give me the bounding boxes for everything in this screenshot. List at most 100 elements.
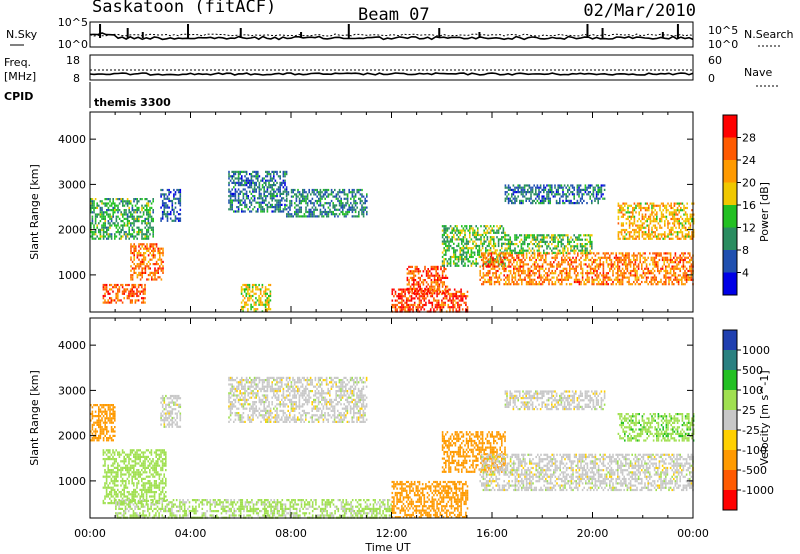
heatmap-cell xyxy=(147,274,150,277)
heatmap-cell xyxy=(118,286,121,289)
heatmap-cell xyxy=(332,204,334,207)
heatmap-cell xyxy=(469,233,471,237)
heatmap-cell xyxy=(407,297,410,300)
heatmap-cell xyxy=(511,280,513,284)
heatmap-cell xyxy=(449,238,452,241)
heatmap-cell xyxy=(285,188,288,191)
heatmap-cell xyxy=(489,238,492,241)
heatmap-cell xyxy=(503,263,505,266)
heatmap-cell xyxy=(565,197,567,200)
heatmap-cell xyxy=(244,203,246,206)
heatmap-cell xyxy=(229,199,232,202)
heatmap-cell xyxy=(157,276,159,279)
heatmap-cell xyxy=(138,254,140,257)
heatmap-cell xyxy=(660,211,663,214)
heatmap-cell xyxy=(408,292,410,295)
heatmap-cell xyxy=(520,245,523,248)
heatmap-cell xyxy=(559,283,561,286)
heatmap-cell xyxy=(650,280,653,284)
heatmap-cell xyxy=(117,283,119,287)
heatmap-cell xyxy=(625,228,628,232)
heatmap-cell xyxy=(535,280,537,284)
heatmap-cell xyxy=(101,200,103,203)
heatmap-cell xyxy=(618,267,621,270)
heatmap-cell xyxy=(269,283,272,287)
heatmap-cell xyxy=(594,269,597,273)
heatmap-cell xyxy=(437,265,439,268)
heatmap-cell xyxy=(625,254,627,257)
heatmap-cell xyxy=(528,191,531,194)
heatmap-cell xyxy=(691,220,693,223)
heatmap-cell xyxy=(106,209,108,212)
heatmap-cell xyxy=(609,263,611,266)
heatmap-cell xyxy=(449,240,452,243)
heatmap-cell xyxy=(364,199,366,203)
heatmap-cell xyxy=(688,220,690,223)
heatmap-cell xyxy=(519,269,521,273)
heatmap-cell xyxy=(681,209,684,212)
heatmap-cell xyxy=(552,247,555,250)
heatmap-cell xyxy=(689,237,692,240)
heatmap-cell xyxy=(157,271,159,274)
heatmap-cell xyxy=(318,193,320,196)
heatmap-cell xyxy=(442,303,445,307)
heatmap-cell xyxy=(531,236,534,239)
heatmap-cell xyxy=(247,181,249,184)
heatmap-cell xyxy=(620,222,623,225)
heatmap-cell xyxy=(546,272,549,275)
heatmap-cell xyxy=(330,199,333,203)
heatmap-cell xyxy=(110,237,113,240)
heatmap-cell xyxy=(146,198,148,201)
heatmap-cell xyxy=(497,244,500,248)
heatmap-cell xyxy=(486,231,489,234)
heatmap-cell xyxy=(276,199,278,202)
heatmap-cell xyxy=(146,228,148,231)
heatmap-cell xyxy=(634,272,637,275)
heatmap-cell xyxy=(552,234,555,237)
heatmap-cell xyxy=(519,261,521,264)
heatmap-cell xyxy=(473,240,476,243)
heatmap-cell xyxy=(90,211,92,214)
heatmap-cell xyxy=(617,231,620,234)
heatmap-cell xyxy=(449,292,451,296)
heatmap-cell xyxy=(96,437,98,440)
heatmap-cell xyxy=(669,261,672,264)
heatmap-cell xyxy=(411,270,413,273)
heatmap-cell xyxy=(91,222,94,225)
heatmap-cell xyxy=(599,188,601,191)
heatmap-cell xyxy=(557,184,559,187)
heatmap-cell xyxy=(284,203,286,206)
heatmap-cell xyxy=(577,272,579,275)
heatmap-cell xyxy=(286,197,288,200)
heatmap-cell xyxy=(531,186,534,189)
heatmap-cell xyxy=(310,215,312,218)
heatmap-cell xyxy=(535,236,537,239)
heatmap-cell xyxy=(120,299,122,302)
heatmap-cell xyxy=(155,263,158,266)
heatmap-cell xyxy=(337,215,339,218)
heatmap-cell xyxy=(622,209,624,212)
heatmap-cell xyxy=(541,280,544,284)
heatmap-cell xyxy=(298,197,301,200)
heatmap-cell xyxy=(273,170,275,173)
heatmap-cell xyxy=(618,265,621,268)
heatmap-cell xyxy=(581,274,584,277)
heatmap-cell xyxy=(144,297,146,300)
heatmap-cell xyxy=(668,237,671,240)
heatmap-cell xyxy=(263,192,265,195)
heatmap-cell xyxy=(257,177,259,180)
heatmap-cell xyxy=(274,203,277,206)
heatmap-cell xyxy=(136,237,138,240)
heatmap-cell xyxy=(330,188,333,192)
heatmap-cell xyxy=(682,267,685,270)
heatmap-cell xyxy=(133,198,135,201)
heatmap-cell xyxy=(131,278,134,281)
heatmap-cell xyxy=(174,191,177,194)
heatmap-cell xyxy=(294,206,296,209)
heatmap-cell xyxy=(681,233,684,236)
heatmap-cell xyxy=(163,195,166,198)
heatmap-cell xyxy=(115,220,118,223)
heatmap-cell xyxy=(482,254,485,257)
heatmap-cell xyxy=(479,265,481,268)
heatmap-cell xyxy=(641,235,644,238)
